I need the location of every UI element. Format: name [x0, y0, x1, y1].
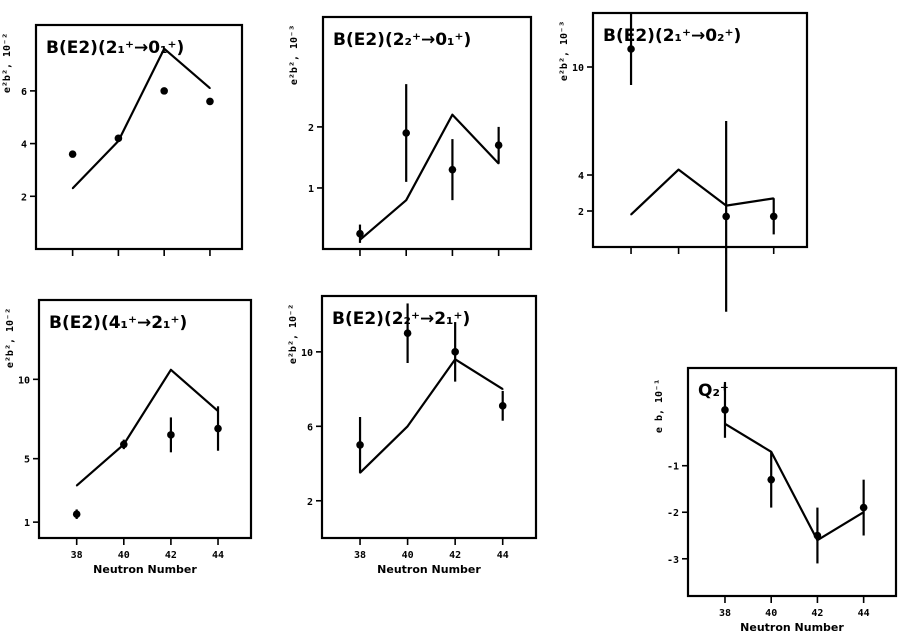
panel-title: Q₂⁺	[698, 381, 729, 401]
theory-vertex	[501, 388, 504, 390]
plot-frame	[37, 298, 253, 540]
chart-panel-2: 1 2 e²b², 10⁻³ B(E2)(2₂⁺→0₁⁺)	[289, 15, 533, 256]
plot-frame	[321, 15, 533, 251]
y-tick-label: 1	[24, 518, 30, 529]
y-axis-label: e²b², 10⁻²	[288, 304, 299, 364]
theory-vertex	[71, 187, 74, 190]
y-axis-label: e²b², 10⁻²	[2, 33, 13, 93]
y-tick-label: 10	[301, 348, 313, 359]
data-point	[114, 134, 123, 143]
data-point	[214, 424, 222, 433]
data-point	[448, 165, 457, 174]
theory-vertex	[677, 168, 680, 171]
y-axis-label: e²b², 10⁻²	[5, 308, 16, 368]
theory-vertex	[209, 87, 211, 90]
x-tick-label: 38	[719, 608, 731, 619]
data-point	[167, 431, 175, 439]
data-point	[356, 229, 364, 238]
y-axis-label: e b, 10⁻¹	[654, 379, 665, 433]
data-point	[722, 212, 730, 221]
data-point	[498, 402, 507, 410]
y-tick-label: 6	[21, 87, 27, 98]
theory-line	[724, 422, 865, 542]
theory-vertex	[75, 484, 78, 487]
theory-line	[630, 168, 774, 216]
y-axis-label: e²b², 10⁻³	[289, 25, 300, 85]
theory-line	[359, 358, 504, 474]
theory-line	[359, 113, 500, 241]
y-tick-label: -1	[667, 462, 679, 473]
panel-title: B(E2)(2₂⁺→2₁⁺)	[332, 309, 470, 329]
x-tick-label: 40	[118, 550, 130, 561]
theory-vertex	[630, 213, 632, 216]
chart-panel-1: 2 4 6 e²b², 10⁻² B(E2)(2₁⁺→0₁⁺)	[2, 23, 244, 256]
data-point	[494, 141, 503, 150]
theory-line	[75, 368, 219, 487]
plot-frame	[591, 11, 809, 249]
plot-frame	[34, 23, 244, 251]
data-point	[721, 406, 729, 414]
y-axis-label: e²b², 10⁻³	[559, 21, 570, 81]
panel-title: B(E2)(2₁⁺→0₂⁺)	[603, 26, 741, 46]
x-tick-label: 42	[449, 550, 461, 561]
x-axis-title: Neutron Number	[740, 621, 844, 634]
data-point	[206, 97, 214, 106]
x-tick-label: 38	[354, 550, 366, 561]
data-point	[120, 440, 128, 449]
x-tick-label: 40	[402, 550, 414, 561]
x-axis-title: Neutron Number	[377, 563, 481, 576]
theory-vertex	[405, 199, 408, 201]
plot-frame	[320, 294, 538, 540]
theory-vertex	[451, 113, 454, 116]
data-point	[769, 212, 778, 221]
theory-vertex	[170, 369, 172, 371]
y-tick-label: 2	[307, 497, 313, 508]
theory-vertex	[163, 47, 165, 50]
data-point	[72, 510, 81, 518]
panel-title: B(E2)(2₁⁺→0₁⁺)	[46, 38, 184, 58]
y-tick-label: 4	[578, 171, 584, 182]
data-point	[160, 87, 168, 95]
y-tick-label: -3	[667, 555, 679, 566]
y-tick-label: 10	[572, 63, 584, 74]
y-tick-label: 6	[307, 422, 313, 433]
y-tick-label: 1	[308, 184, 314, 195]
data-point	[767, 475, 775, 484]
y-tick-label: 2	[578, 207, 584, 218]
data-point	[813, 531, 822, 540]
y-tick-label: 4	[21, 140, 27, 151]
plot-frame	[686, 366, 898, 598]
data-point	[859, 503, 868, 512]
data-point	[627, 45, 635, 53]
theory-vertex	[406, 425, 409, 428]
y-tick-label: 2	[308, 123, 314, 134]
x-tick-label: 44	[212, 550, 224, 561]
y-tick-label: -2	[667, 508, 679, 519]
x-tick-label: 44	[497, 550, 509, 561]
x-tick-label: 44	[858, 608, 870, 619]
panel-title: B(E2)(4₁⁺→2₁⁺)	[49, 313, 187, 333]
data-point	[451, 348, 459, 356]
x-tick-label: 40	[765, 608, 777, 619]
data-point	[68, 150, 77, 158]
x-tick-label: 42	[811, 608, 823, 619]
y-tick-label: 5	[24, 455, 30, 466]
panel-title: B(E2)(2₂⁺→0₁⁺)	[333, 30, 471, 50]
y-tick-label: 10	[18, 375, 30, 386]
x-tick-label: 42	[165, 550, 177, 561]
theory-line	[71, 47, 211, 190]
data-point	[403, 329, 412, 338]
data-point	[356, 441, 364, 449]
x-axis-title: Neutron Number	[93, 563, 197, 576]
y-tick-label: 2	[21, 192, 27, 203]
chart-panel-6: 38 40 42 44 -1 -2 -3 e b, 10⁻¹ Neutron Number Q₂⁺	[654, 366, 898, 634]
x-tick-label: 38	[71, 550, 83, 561]
data-point	[402, 129, 411, 137]
